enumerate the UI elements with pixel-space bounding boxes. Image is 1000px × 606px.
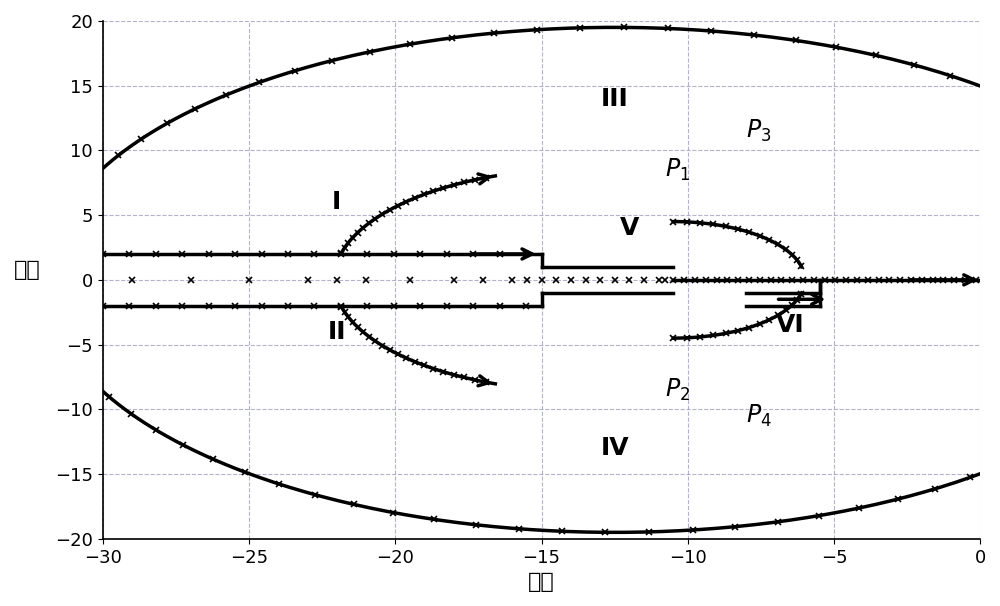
Text: $P_2$: $P_2$: [665, 377, 690, 403]
Text: $P_3$: $P_3$: [746, 118, 772, 144]
X-axis label: 实轴: 实轴: [528, 572, 555, 592]
Text: I: I: [332, 190, 341, 214]
Text: II: II: [328, 319, 346, 344]
Text: III: III: [601, 87, 629, 110]
Text: $P_1$: $P_1$: [665, 157, 690, 183]
Text: $P_4$: $P_4$: [746, 403, 772, 429]
Text: VI: VI: [776, 313, 805, 337]
Text: V: V: [620, 216, 639, 240]
Text: IV: IV: [600, 436, 629, 460]
Y-axis label: 虚轴: 虚轴: [14, 260, 41, 280]
